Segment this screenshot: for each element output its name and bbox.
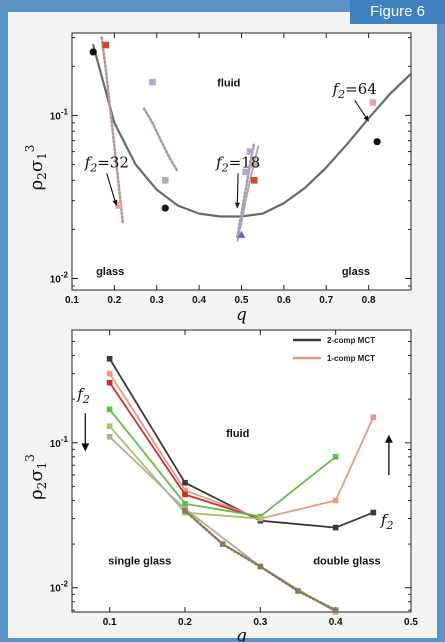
chart2-series-point	[106, 406, 113, 413]
chart1-xlabel: q	[236, 305, 247, 325]
chart1-marker	[161, 176, 169, 184]
chart1-annotation-arrowhead	[112, 199, 118, 206]
chart2-series-point	[106, 433, 113, 440]
chart2-f2-label: f2	[76, 385, 90, 406]
chart1-marker	[373, 138, 381, 146]
chart2-region-label: single glass	[108, 555, 171, 567]
chart1-annotation-arrow	[106, 173, 118, 206]
chart2-series-point	[106, 423, 113, 430]
chart1-marker	[369, 99, 377, 106]
chart2-series-point	[219, 541, 226, 547]
chart1-series-line	[142, 107, 180, 174]
chart1-series-line	[92, 43, 413, 218]
chart1-ylabel-text: ρ2σ13	[23, 145, 49, 191]
chart2-xtick-label: 0.4	[329, 617, 343, 628]
chart1-xtick-label: 0.1	[65, 295, 79, 306]
chart1-series-line	[100, 36, 125, 224]
chart1-marker	[250, 176, 258, 184]
chart1-annotation-label: f2=32	[84, 153, 129, 174]
chart1-plot-area	[71, 32, 412, 291]
chart2-f2-arrowhead	[384, 434, 393, 443]
chart2-legend-label: 1-comp MCT	[327, 354, 375, 363]
chart1-region-label: fluid	[217, 78, 240, 90]
chart2-ytick-label: 10-2	[50, 580, 69, 595]
chart1-marker	[115, 202, 122, 209]
chart1-region-label: glass	[96, 266, 124, 278]
chart2-series-point	[257, 563, 264, 570]
chart2-ylabel-text: ρ2σ13	[23, 454, 49, 500]
chart2-xlabel: q	[236, 626, 247, 642]
chart1-annotation-arrow	[236, 173, 239, 209]
chart2-region-label: double glass	[313, 555, 380, 567]
chart2-series-point	[182, 487, 188, 494]
chart2-series-point	[332, 497, 339, 504]
chart1-annotation-label: f2=18	[215, 153, 260, 174]
chart2-series-point	[182, 500, 188, 507]
chart2-plot-area	[71, 329, 412, 613]
chart1-marker	[237, 230, 246, 238]
chart2-series-line	[108, 408, 337, 518]
chart1-xtick-label: 0.8	[362, 295, 376, 306]
chart1-series-line	[236, 141, 256, 239]
chart2-legend-label: 2-comp MCT	[327, 336, 375, 345]
chart2-xtick-label: 0.5	[404, 617, 418, 628]
chart1-marker	[102, 41, 110, 49]
chart1-series-line	[236, 144, 260, 242]
chart1-marker	[250, 161, 258, 168]
chart2-series-point	[332, 524, 339, 531]
chart2-f2-arrowhead	[81, 443, 90, 452]
chart1-ytick-label: 10-2	[50, 270, 69, 285]
figure-label: Figure 6	[350, 0, 445, 24]
chart2-xtick-label: 0.3	[253, 617, 267, 628]
chart2-f2-label: f2	[380, 511, 394, 532]
chart2-series-point	[106, 370, 113, 377]
chart2-xtick-label: 0.2	[178, 617, 192, 628]
chart2-series-point	[257, 515, 264, 522]
chart1-annotation-arrowhead	[234, 202, 240, 209]
chart2-series-point	[370, 509, 377, 516]
chart2-series-point	[370, 414, 377, 421]
chart1-marker	[89, 48, 97, 56]
chart1-ytick-label: 10-1	[50, 107, 69, 122]
chart2-series-point	[295, 588, 301, 594]
chart1-marker	[149, 78, 156, 86]
chart1-xtick-label: 0.3	[150, 295, 164, 306]
chart2-series-point	[332, 607, 339, 613]
chart1-xtick-label: 0.5	[235, 295, 249, 306]
chart2-series-point	[106, 355, 113, 362]
chart2-series-point	[182, 507, 188, 514]
chart1-xtick-label: 0.4	[192, 295, 206, 306]
chart1-ylabel: ρ2σ13	[23, 145, 49, 191]
chart2-series-point	[332, 454, 339, 460]
chart2-ylabel: ρ2σ13	[23, 454, 49, 500]
chart1-region-label: glass	[342, 266, 370, 278]
chart1-annotation-arrowhead	[363, 115, 369, 122]
chart1-xtick-label: 0.6	[277, 295, 291, 306]
chart1-annotation-label: f2=64	[332, 80, 377, 101]
chart1-marker	[242, 168, 250, 176]
chart1-marker	[161, 204, 169, 212]
chart2-series-point	[182, 479, 188, 486]
chart2-region-label: fluid	[226, 428, 249, 440]
chart2-series-point	[106, 379, 113, 386]
chart1-xtick-label: 0.2	[107, 295, 121, 306]
chart2-ytick-label: 10-1	[50, 435, 69, 450]
chart2-xtick-label: 0.1	[103, 617, 117, 628]
chart1-xtick-label: 0.7	[319, 295, 333, 306]
chart2-series-point	[182, 491, 188, 498]
chart1-marker	[246, 148, 254, 155]
